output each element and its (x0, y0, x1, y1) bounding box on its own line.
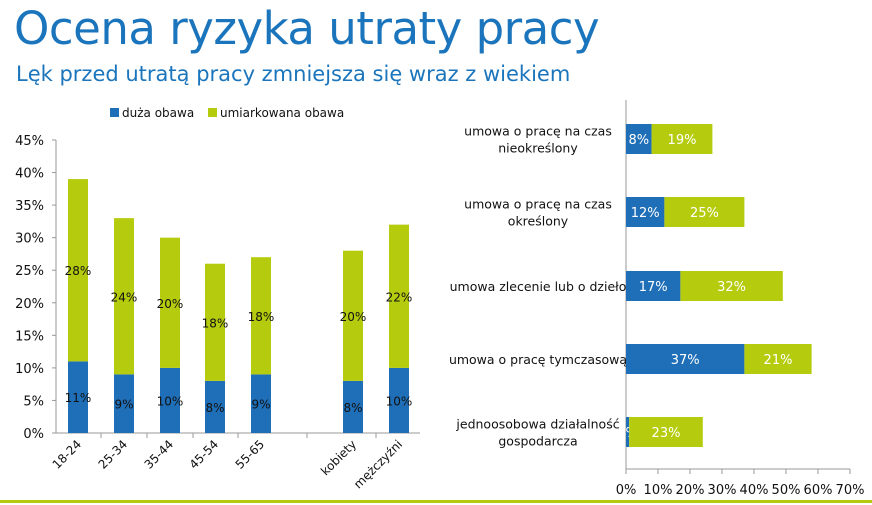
bar-umiarkowana (205, 263, 225, 381)
data-label: 10% (157, 394, 184, 408)
bar-duza (626, 271, 681, 301)
bar-duza (251, 374, 271, 433)
x-tick-label: 50% (772, 483, 801, 498)
y-tick-label: 25% (15, 264, 44, 279)
data-label: 10% (386, 394, 413, 408)
x-tick-label: 60% (804, 483, 833, 498)
data-label: 20% (340, 310, 367, 324)
bar-umiarkowana (629, 417, 703, 447)
bar-duza (114, 374, 134, 433)
category-label: jednoosobowa działalność (455, 417, 619, 432)
bar-duza (389, 367, 409, 433)
bar-duza (626, 417, 630, 447)
data-label: 8% (343, 401, 362, 415)
data-label: 20% (157, 297, 184, 311)
bar-duza (205, 380, 225, 433)
x-tick-label: 18-24 (50, 437, 85, 472)
y-tick-label: 10% (15, 362, 44, 377)
y-tick-label: 5% (23, 394, 44, 409)
page-subtitle: Lęk przed utratą pracy zmniejsza się wra… (16, 62, 571, 86)
data-label: 11% (65, 391, 92, 405)
data-label: 19% (668, 133, 697, 148)
bar-umiarkowana (160, 237, 180, 368)
data-label: 23% (652, 426, 681, 441)
category-label: umowa o pracę na czas (464, 197, 612, 212)
bar-umiarkowana (680, 271, 783, 301)
data-label: 24% (111, 290, 138, 304)
bar-umiarkowana (343, 250, 363, 381)
data-label: 25% (690, 206, 719, 221)
data-label: 12% (631, 206, 660, 221)
data-label: 18% (202, 316, 229, 330)
x-tick-label: 0% (616, 483, 637, 498)
bar-duza (160, 367, 180, 433)
category-label: umowa zlecenie lub o dzieło (450, 279, 627, 294)
y-tick-label: 35% (15, 199, 44, 214)
x-tick-label: mężczyźni (351, 437, 405, 491)
bar-umiarkowana (68, 179, 88, 362)
bar-umiarkowana (664, 197, 745, 227)
y-tick-label: 30% (15, 232, 44, 247)
y-tick-label: 15% (15, 329, 44, 344)
bar-umiarkowana (651, 124, 713, 154)
bar-duza (343, 380, 363, 433)
bar-umiarkowana (744, 344, 812, 374)
data-label: 21% (764, 353, 793, 368)
bar-umiarkowana (389, 224, 409, 368)
y-tick-label: 40% (15, 167, 44, 182)
x-tick-label: 55-65 (233, 437, 268, 472)
bottom-divider (0, 500, 872, 503)
category-label: gospodarcza (498, 434, 577, 449)
page-title: Ocena ryzyka utraty pracy (14, 2, 600, 55)
category-label: nieokreślony (498, 141, 578, 156)
bar-umiarkowana (251, 257, 271, 375)
data-label: 9% (114, 398, 133, 412)
bar-duza (626, 344, 745, 374)
x-tick-label: 20% (676, 483, 705, 498)
x-tick-label: 30% (708, 483, 737, 498)
y-tick-label: 0% (23, 427, 44, 442)
data-label: 32% (717, 280, 746, 295)
y-tick-label: 20% (15, 297, 44, 312)
legend-label: umiarkowana obawa (220, 106, 344, 120)
bar-duza (626, 124, 652, 154)
x-tick-label: 70% (836, 483, 865, 498)
data-label: 9% (251, 398, 270, 412)
data-label: 17% (639, 280, 668, 295)
x-tick-label: 35-44 (142, 437, 177, 472)
data-label: 37% (671, 353, 700, 368)
x-tick-label: 25-34 (96, 437, 131, 472)
y-tick-label: 45% (15, 134, 44, 149)
x-tick-label: 45-54 (187, 437, 222, 472)
data-label: 22% (386, 290, 413, 304)
category-label: umowa o pracę na czas (464, 124, 612, 139)
data-label: 8% (205, 401, 224, 415)
legend-swatch-duza (110, 108, 119, 117)
data-label: 8% (628, 133, 649, 148)
category-label: umowa o pracę tymczasową (449, 352, 627, 367)
bar-duza (626, 197, 665, 227)
legend-swatch-umiarkowana (208, 108, 217, 117)
category-label: określony (508, 214, 569, 229)
x-tick-label: kobiety (318, 437, 359, 478)
data-label: 18% (248, 310, 275, 324)
bar-duza (68, 361, 88, 433)
x-tick-label: 10% (644, 483, 673, 498)
x-tick-label: 40% (740, 483, 769, 498)
data-label: 28% (65, 264, 92, 278)
legend-label: duża obawa (122, 106, 194, 120)
bar-umiarkowana (114, 218, 134, 375)
